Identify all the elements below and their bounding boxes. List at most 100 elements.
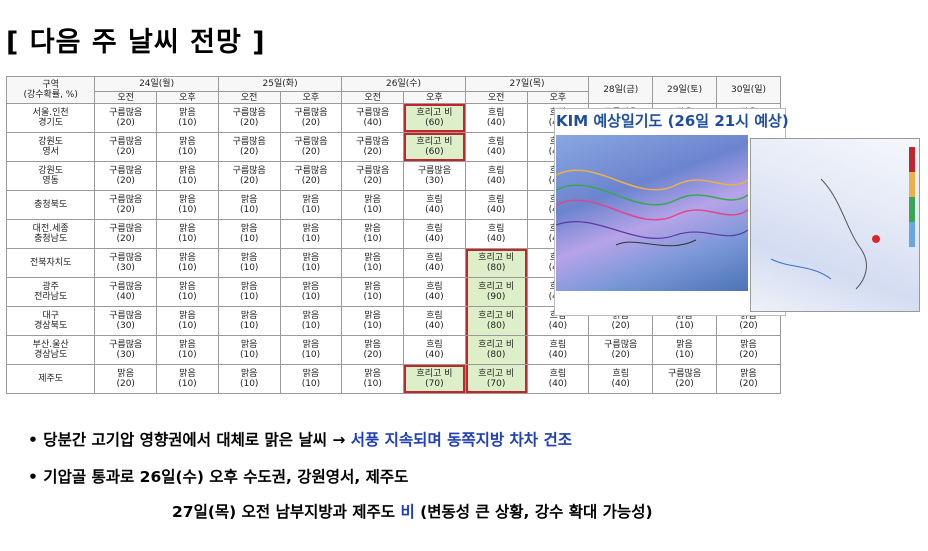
forecast-cell: 구름많음 (30) [403,161,466,191]
forecast-cell: 맑음(10) [341,364,405,394]
surface-chart-graphic [770,147,915,290]
bullet-2: • 기압골 통과로 26일(수) 오후 수도권, 강원영서, 제주도 [28,468,409,486]
forecast-cell: 맑음(10) [341,219,405,249]
forecast-cell: 구름많음(20) [588,335,654,365]
forecast-cell: 맑음(10) [341,190,405,220]
forecast-cell: 구름많음(20) [279,161,343,191]
am-header: 오전 [341,91,405,104]
forecast-cell: 흐림(40) [403,335,466,365]
pm-header: 오후 [279,91,343,104]
region-cell: 충청북도 [5,190,96,220]
weather-map-title: KIM 예상일기도 (26일 21시 예상) [556,112,789,130]
forecast-cell: 맑음(10) [156,103,219,133]
forecast-cell: 흐리고 비 (70) [464,364,528,394]
forecast-cell: 흐림(40) [464,103,528,133]
bullet-2-continuation: 27일(목) 오전 남부지방과 제주도 비 (변동성 큰 상황, 강수 확대 가… [172,503,653,521]
forecast-cell: 구름많음(20) [217,161,281,191]
day-header: 25일(화) [217,76,343,92]
forecast-cell: 구름많음 (30) [94,306,158,336]
forecast-cell: 구름많음(20) [94,132,158,162]
forecast-cell: 흐림(40) [588,364,654,394]
day-header: 24일(월) [94,76,219,92]
region-header: 구역 (강수확률, %) [5,76,96,104]
table-row: 제주도 맑음 (20) 맑음 (10) 맑음 (10) 맑음 (10) 맑음 (10) 흐리고 비 (7… [5,364,781,394]
forecast-cell: 맑음(10) [217,364,281,394]
forecast-cell: 흐리고 비 (90) [464,277,528,307]
forecast-cell: 맑음(10) [341,306,405,336]
forecast-cell: 맑음(10) [279,364,343,394]
table-row: 부산.울산 경상남도 구름많음 (30) 맑음 (10) 맑음 (10) 맑음 (10) 맑음 (20… [5,335,781,365]
forecast-cell: 구름많음(20) [279,132,343,162]
region-cell: 부산.울산 경상남도 [5,335,96,365]
forecast-cell: 맑음(10) [279,306,343,336]
forecast-cell: 맑음(10) [279,190,343,220]
forecast-cell: 구름많음 (30) [94,335,158,365]
forecast-cell: 맑음(10) [156,277,219,307]
forecast-cell: 구름많음(20) [94,190,158,220]
region-cell: 제주도 [5,364,96,394]
forecast-cell: 맑음(10) [217,190,281,220]
page-title: [ 다음 주 날씨 전망 ] [6,27,266,58]
forecast-cell: 구름많음 (40) [341,103,405,133]
forecast-cell: 맑음(10) [217,219,281,249]
forecast-cell: 맑음(10) [279,248,343,278]
surface-chart-image [750,138,920,312]
forecast-cell: 맑음(10) [341,277,405,307]
region-cell: 대전.세종 충청남도 [5,219,96,249]
forecast-cell: 맑음(10) [279,219,343,249]
forecast-cell: 맑음(10) [156,219,219,249]
forecast-cell: 구름많음 (30) [94,248,158,278]
forecast-cell: 흐림(40) [526,364,590,394]
day-header: 26일(수) [341,76,466,92]
forecast-cell: 흐림(40) [464,132,528,162]
am-header: 오전 [217,91,281,104]
forecast-cell: 구름많음(20) [217,132,281,162]
forecast-cell: 구름많음 (40) [94,277,158,307]
forecast-cell: 흐리고 비 (80) [464,335,528,365]
pm-header: 오후 [156,91,219,104]
forecast-cell: 맑음(10) [217,248,281,278]
forecast-cell: 맑음(10) [217,335,281,365]
forecast-cell: 흐림(40) [403,248,466,278]
forecast-cell: 흐리고 비 (80) [464,306,528,336]
forecast-cell: 흐림(40) [403,306,466,336]
forecast-cell: 구름많음(20) [94,219,158,249]
am-header: 오전 [94,91,158,104]
region-cell: 대구 경상북도 [5,306,96,336]
day-header: 29일(토) [652,76,717,104]
forecast-cell: 흐림(40) [526,335,590,365]
forecast-cell: 맑음(10) [156,248,219,278]
forecast-cell: 맑음(10) [156,190,219,220]
forecast-cell: 맑음(10) [652,335,717,365]
forecast-cell: 구름많음(20) [94,161,158,191]
region-cell: 광주 전라남도 [5,277,96,307]
pm-header: 오후 [526,91,590,104]
forecast-cell: 맑음(20) [341,335,405,365]
am-header: 오전 [464,91,528,104]
forecast-cell: 흐림(40) [464,161,528,191]
forecast-cell: 맑음(10) [279,335,343,365]
region-cell: 강원도 영동 [5,161,96,191]
forecast-cell: 흐리고 비 (70) [403,364,466,394]
upper-air-chart-image [556,135,748,291]
day-header: 27일(목) [464,76,590,92]
forecast-cell: 구름많음(20) [279,103,343,133]
forecast-cell: 구름많음(20) [652,364,717,394]
forecast-cell: 맑음(10) [156,161,219,191]
forecast-cell: 흐림(40) [403,277,466,307]
region-cell: 전북자치도 [5,248,96,278]
forecast-cell: 흐림(40) [464,190,528,220]
forecast-cell: 흐림(40) [403,219,466,249]
forecast-cell: 맑음(10) [156,132,219,162]
forecast-cell: 흐리고 비 (80) [464,248,528,278]
forecast-cell: 구름많음(20) [341,132,405,162]
forecast-cell: 맑음(10) [279,277,343,307]
forecast-cell: 맑음(20) [94,364,158,394]
forecast-cell: 구름많음(20) [94,103,158,133]
forecast-cell: 맑음(10) [156,364,219,394]
upper-air-chart-graphic [556,169,748,247]
forecast-cell: 구름많음(20) [217,103,281,133]
day-header: 28일(금) [588,76,654,104]
forecast-cell: 맑음(10) [156,335,219,365]
forecast-cell: 맑음(10) [341,248,405,278]
